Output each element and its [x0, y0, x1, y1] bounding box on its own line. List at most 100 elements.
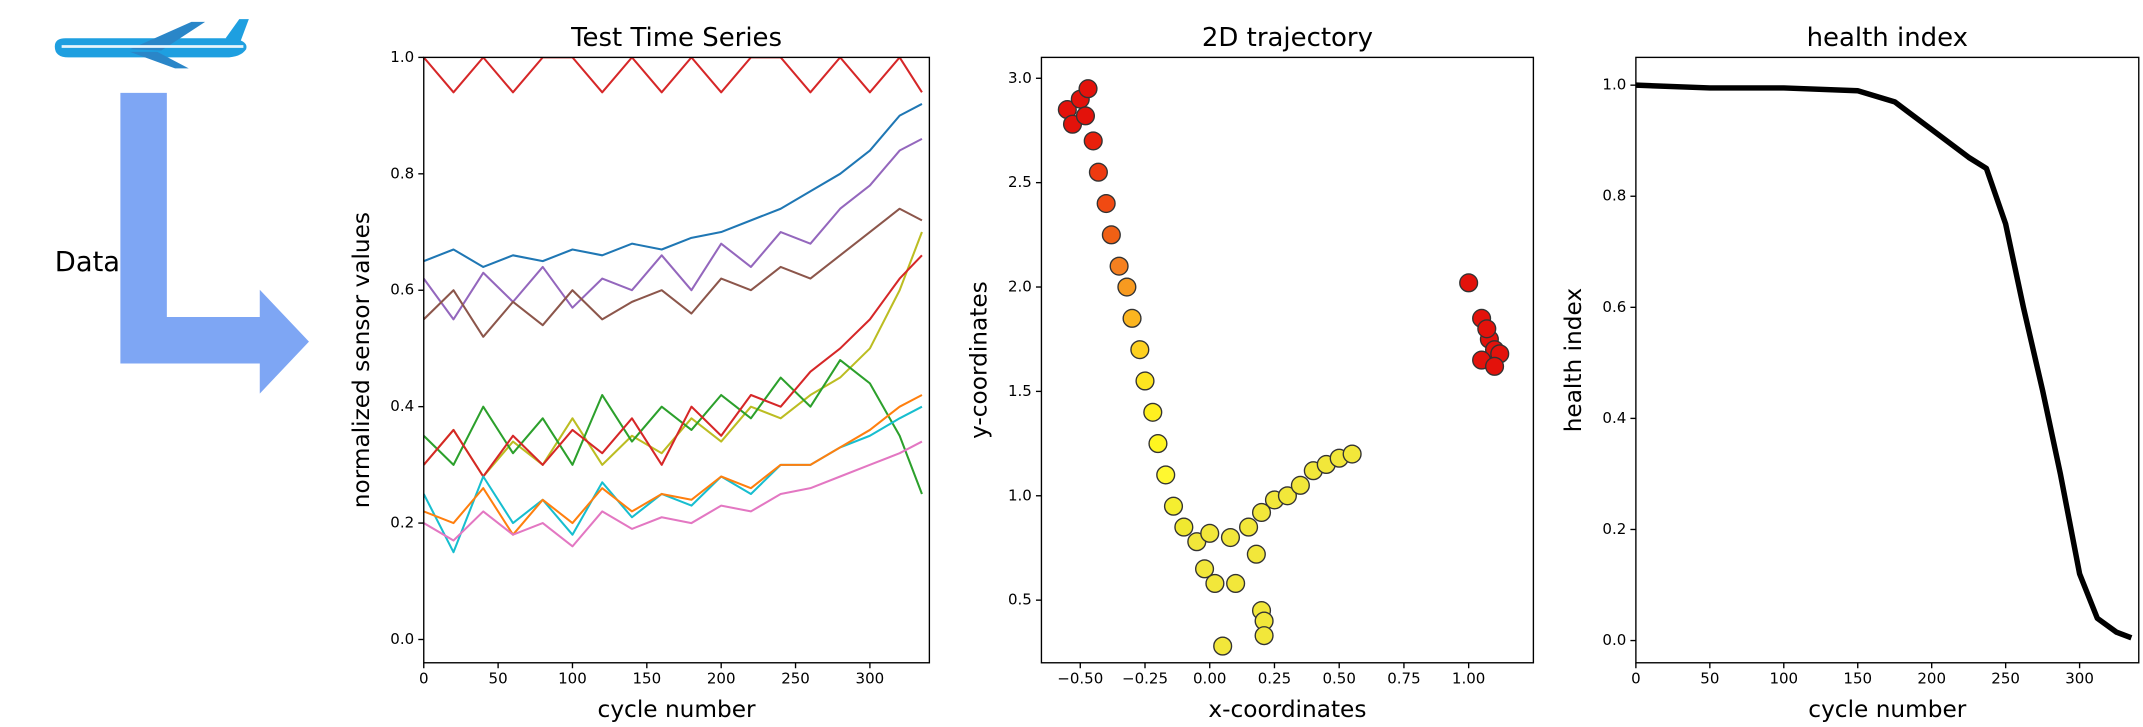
- x-tick-label: 50: [1700, 670, 1719, 688]
- series-line: [423, 359, 923, 495]
- series-line: [423, 394, 923, 536]
- flow-arrow: [120, 92, 309, 394]
- x-tick-label: 0.25: [1258, 670, 1291, 688]
- y-tick-label: 2.0: [1008, 278, 1032, 296]
- y-tick-label: 0.8: [1602, 187, 1626, 205]
- point: [1096, 193, 1116, 214]
- side-label: Data: [55, 247, 120, 278]
- point: [1174, 517, 1194, 537]
- point: [1220, 527, 1241, 548]
- series-line: [423, 207, 923, 338]
- x-tick-label: 250: [781, 670, 810, 688]
- point: [1342, 444, 1362, 464]
- x-tick-label: 100: [558, 670, 587, 688]
- y-tick-label: 0.4: [1602, 409, 1626, 427]
- x-tick-label: 200: [1917, 670, 1946, 688]
- x-tick-label: 1.00: [1452, 670, 1485, 688]
- plot-marks: [1057, 79, 1510, 656]
- point: [1251, 502, 1272, 523]
- y-tick-label: 3.0: [1008, 69, 1032, 87]
- point: [1078, 79, 1098, 99]
- x-tick-label: 150: [1843, 670, 1872, 688]
- x-tick-label: 100: [1769, 670, 1798, 688]
- chart-title: health index: [1807, 23, 1968, 53]
- x-tick-label: 200: [707, 670, 736, 688]
- y-axis-label: health index: [1560, 288, 1587, 432]
- point: [1200, 523, 1220, 543]
- y-tick-label: 1.0: [1602, 76, 1626, 94]
- point: [1163, 496, 1184, 516]
- y-tick-label: 0.4: [390, 397, 414, 415]
- x-tick-label: 300: [2065, 670, 2094, 688]
- y-tick-label: 1.0: [390, 48, 414, 66]
- x-axis-label: cycle number: [598, 696, 756, 723]
- point: [1083, 131, 1103, 151]
- y-tick-label: 0.2: [1602, 520, 1626, 538]
- plot-frame: [1040, 56, 1535, 664]
- point: [1109, 256, 1129, 276]
- plot-marks: [423, 57, 923, 554]
- chart-title: Test Time Series: [570, 23, 782, 53]
- point: [1239, 517, 1259, 537]
- series-line: [423, 103, 923, 268]
- y-tick-label: 0.2: [390, 514, 414, 532]
- point: [1143, 402, 1163, 422]
- x-tick-label: 0.00: [1193, 670, 1226, 688]
- y-tick-label: 0.5: [1008, 591, 1032, 609]
- point: [1226, 573, 1246, 594]
- point: [1122, 308, 1142, 328]
- point: [1205, 573, 1225, 594]
- y-axis-label: normalized sensor values: [348, 212, 375, 508]
- x-tick-label: 50: [489, 670, 508, 688]
- series-line: [423, 57, 923, 94]
- point: [1117, 277, 1137, 297]
- point: [1156, 465, 1176, 485]
- point: [1088, 162, 1108, 182]
- chart-title: 2D trajectory: [1202, 23, 1373, 53]
- point: [1246, 544, 1266, 564]
- x-tick-label: 150: [632, 670, 661, 688]
- y-axis-label: y-coordinates: [965, 281, 992, 439]
- point: [1130, 340, 1150, 360]
- y-tick-label: 2.5: [1008, 173, 1032, 191]
- x-tick-label: 0.50: [1322, 670, 1355, 688]
- point: [1459, 273, 1479, 293]
- x-tick-label: 0: [1631, 670, 1641, 688]
- point: [1484, 356, 1505, 376]
- x-tick-label: 300: [856, 670, 885, 688]
- plot-area: [1635, 57, 2139, 663]
- x-tick-label: 250: [1991, 670, 2020, 688]
- series-line: [423, 254, 923, 478]
- y-tick-label: 1.5: [1008, 382, 1032, 400]
- y-tick-label: 0.0: [1602, 631, 1626, 649]
- point: [1194, 559, 1215, 579]
- point: [1254, 626, 1274, 646]
- series-line: [1635, 82, 2133, 641]
- plot-frame: [423, 56, 931, 664]
- point: [1148, 434, 1168, 454]
- plot-marks: [1635, 82, 2133, 641]
- x-axis-label: cycle number: [1808, 696, 1966, 723]
- series-line: [423, 137, 923, 321]
- y-tick-label: 0.0: [390, 630, 414, 648]
- y-tick-label: 0.8: [390, 164, 414, 182]
- x-tick-label: 0.75: [1387, 670, 1420, 688]
- plot-area: [1041, 57, 1534, 663]
- y-tick-label: 0.6: [390, 281, 414, 299]
- point: [1101, 225, 1121, 245]
- point: [1075, 106, 1096, 126]
- airplane-icon: [54, 19, 249, 69]
- x-tick-label: 0: [419, 670, 429, 688]
- x-tick-label: −0.25: [1122, 670, 1168, 688]
- x-tick-label: −0.50: [1057, 670, 1103, 688]
- plot-frame: [1635, 56, 2140, 664]
- series-line: [423, 440, 923, 548]
- point: [1213, 636, 1233, 656]
- point: [1290, 475, 1310, 495]
- point: [1135, 371, 1155, 391]
- y-tick-label: 1.0: [1008, 486, 1032, 504]
- x-axis-label: x-coordinates: [1208, 696, 1366, 723]
- point: [1277, 486, 1297, 506]
- plot-area: [423, 57, 930, 663]
